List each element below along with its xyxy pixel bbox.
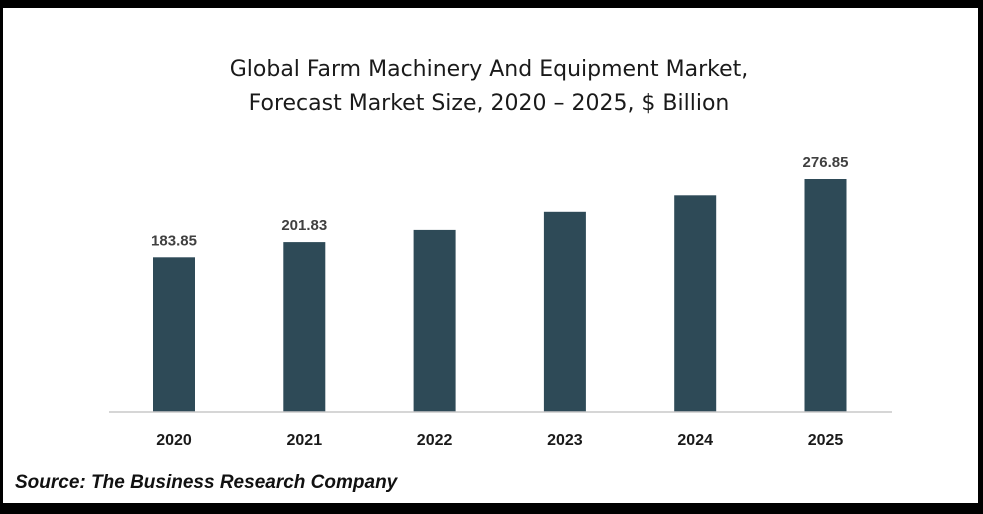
chart-title-line-1: Global Farm Machinery And Equipment Mark… [230,57,749,82]
bars-group [153,179,847,412]
x-tick-label-2021: 2021 [287,432,323,449]
x-tick-label-2024: 2024 [677,432,713,449]
bar-2021 [283,242,326,412]
x-tick-label-2020: 2020 [156,432,192,449]
x-tick-label-2025: 2025 [808,432,844,449]
x-tick-label-2023: 2023 [547,432,583,449]
labels-group: 2020 183.85 2021 201.83 2022 2023 2024 2025 276.… [151,154,848,449]
bar-chart: Global Farm Machinery And Equipment Mark… [109,57,892,449]
bar-2023 [543,211,586,412]
data-label-2025: 276.85 [803,154,849,171]
chart-title-line-2: Forecast Market Size, 2020 – 2025, $ Bil… [249,91,730,116]
bar-2024 [674,195,717,412]
data-label-2020: 183.85 [151,232,197,249]
source-note: Source: The Business Research Company [15,472,398,493]
bar-2025 [804,179,847,412]
bar-2020 [153,257,195,412]
data-label-2021: 201.83 [281,217,327,234]
bar-2022 [413,229,456,412]
x-tick-label-2022: 2022 [417,432,453,449]
chart-frame: Global Farm Machinery And Equipment Mark… [3,8,978,503]
